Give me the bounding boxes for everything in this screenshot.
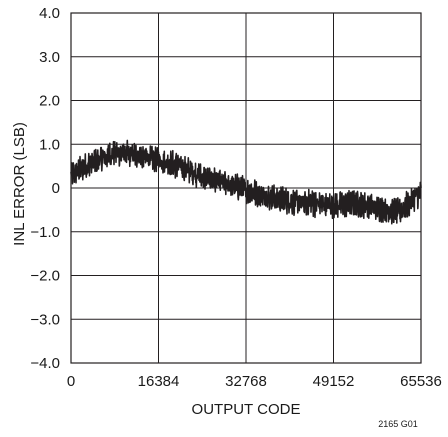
y-tick-label: 0 [52, 180, 60, 197]
y-tick-label: −4.0 [30, 355, 60, 372]
y-tick-labels: 4.0 3.0 2.0 1.0 0 −1.0 −2.0 −3.0 −4.0 [30, 5, 60, 372]
x-tick-label: 49152 [313, 373, 355, 390]
x-tick-label: 16384 [138, 373, 180, 390]
y-tick-label: 4.0 [39, 5, 60, 22]
x-axis-label: OUTPUT CODE [192, 401, 301, 418]
y-tick-label: 3.0 [39, 49, 60, 66]
y-tick-label: 1.0 [39, 136, 60, 153]
inl-series-line [70, 139, 422, 225]
y-tick-label: 2.0 [39, 93, 60, 110]
y-tick-label: −1.0 [30, 224, 60, 241]
x-tick-label: 0 [67, 373, 75, 390]
y-axis-label: INL ERROR (LSB) [11, 122, 28, 246]
figure-code-label: 2165 G01 [378, 419, 418, 429]
y-tick-label: −3.0 [30, 311, 60, 328]
x-tick-labels: 0 16384 32768 49152 65536 [67, 373, 442, 390]
plot-frame [70, 12, 422, 364]
y-tick-label: −2.0 [30, 268, 60, 285]
series-group [70, 139, 422, 225]
x-tick-label: 65536 [400, 373, 442, 390]
x-tick-label: 32768 [225, 373, 267, 390]
